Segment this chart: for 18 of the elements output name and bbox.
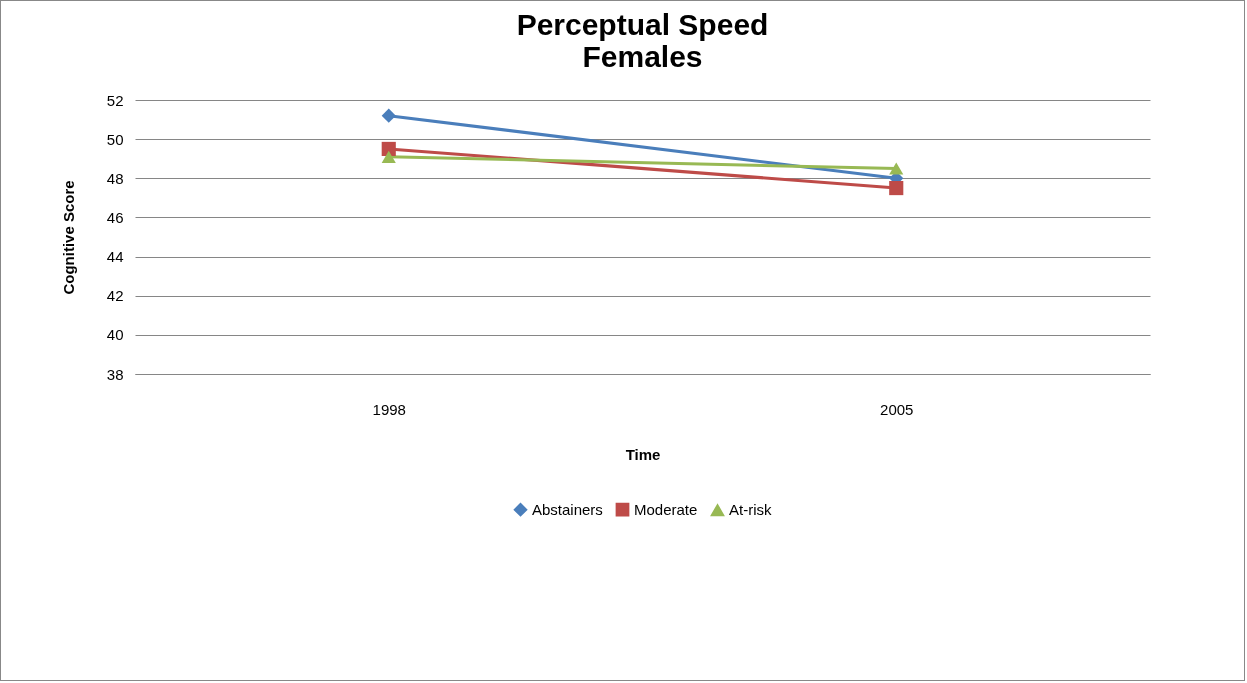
y-tick-label: 46 — [106, 208, 124, 226]
y-tick-label: 44 — [106, 248, 124, 266]
y-axis-title: Cognitive Score — [59, 180, 77, 295]
x-axis-title: Time — [625, 445, 661, 463]
legend-label: At-risk — [729, 501, 772, 519]
y-tick-label: 38 — [106, 365, 124, 383]
legend-label: Abstainers — [532, 500, 603, 518]
chart-title: Perceptual Speed Females — [516, 8, 769, 73]
point — [381, 108, 396, 123]
y-tick-label: 40 — [106, 326, 124, 344]
point — [889, 181, 904, 196]
x-tick-label: 1998 — [372, 400, 406, 418]
legend-label: Moderate — [634, 500, 698, 518]
y-tick-label: 50 — [106, 130, 124, 148]
y-tick-label: 52 — [106, 91, 124, 109]
x-tick-label: 2005 — [880, 400, 914, 418]
y-tick-label: 48 — [106, 169, 124, 187]
y-tick-label: 42 — [106, 287, 124, 305]
